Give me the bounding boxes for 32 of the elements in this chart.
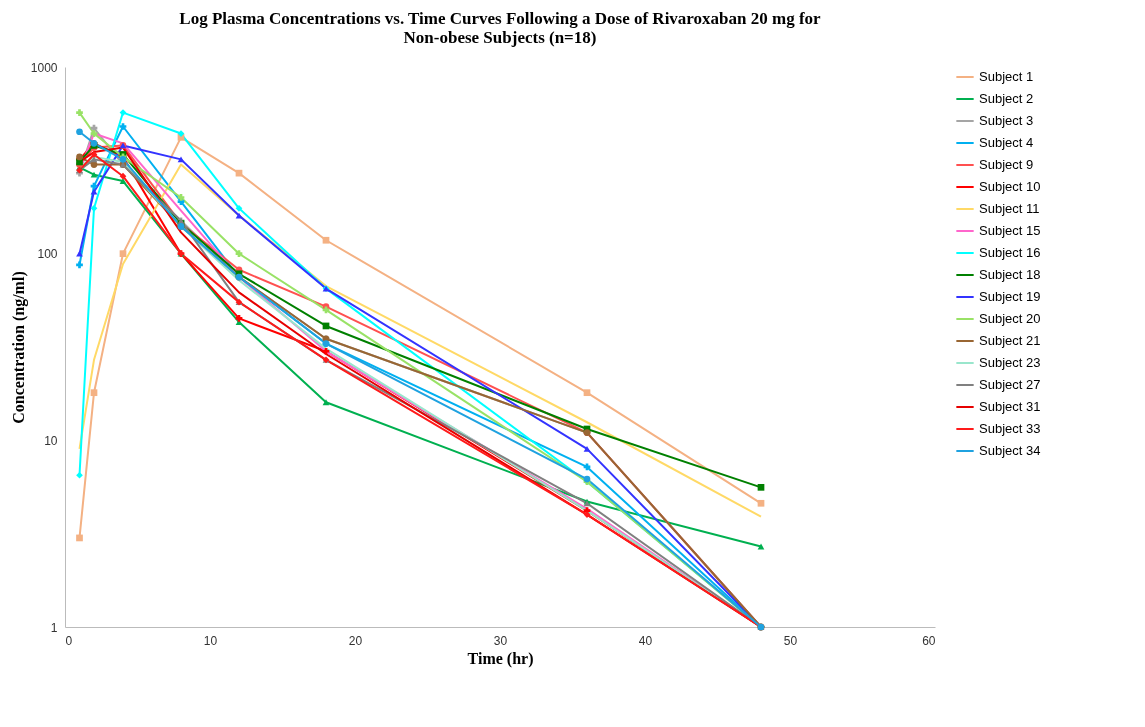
- y-tick-label: 100: [37, 247, 58, 262]
- legend-label: Subject 34: [979, 443, 1041, 458]
- legend-label: Subject 20: [979, 311, 1041, 326]
- legend-label: Subject 21: [979, 333, 1041, 348]
- y-axis-title: Concentration (ng/ml): [9, 271, 28, 424]
- legend-label: Subject 2: [979, 91, 1034, 106]
- legend-label: Subject 1: [979, 69, 1034, 84]
- x-tick-label: 20: [348, 633, 363, 648]
- legend-label: Subject 23: [979, 355, 1041, 370]
- legend-label: Subject 4: [979, 135, 1034, 150]
- x-tick-label: 40: [638, 633, 653, 648]
- legend-label: Subject 15: [979, 223, 1041, 238]
- x-tick-label: 50: [783, 633, 798, 648]
- legend-label: Subject 18: [979, 267, 1041, 282]
- y-tick-label: 1000: [30, 60, 58, 75]
- x-tick-label: 60: [922, 633, 936, 648]
- x-tick-label: 10: [203, 633, 218, 648]
- legend-label: Subject 16: [979, 245, 1041, 260]
- y-tick-label: 1: [50, 620, 58, 635]
- legend-label: Subject 33: [979, 421, 1041, 436]
- legend-label: Subject 27: [979, 377, 1041, 392]
- legend-label: Subject 3: [979, 113, 1034, 128]
- y-tick-label: 10: [44, 433, 58, 448]
- legend-label: Subject 9: [979, 157, 1034, 172]
- x-tick-label: 30: [493, 633, 508, 648]
- legend-label: Subject 10: [979, 179, 1041, 194]
- chart-title: Log Plasma Concentrations vs. Time Curves Following a Dose of Rivaroxaban 20 mg for Non-obese Subjects (n=18): [179, 9, 822, 47]
- legend-label: Subject 31: [979, 399, 1041, 414]
- legend-label: Subject 11: [979, 201, 1040, 216]
- x-axis-title: Time (hr): [467, 649, 534, 668]
- legend-label: Subject 19: [979, 289, 1041, 304]
- x-tick-label: 0: [65, 633, 73, 648]
